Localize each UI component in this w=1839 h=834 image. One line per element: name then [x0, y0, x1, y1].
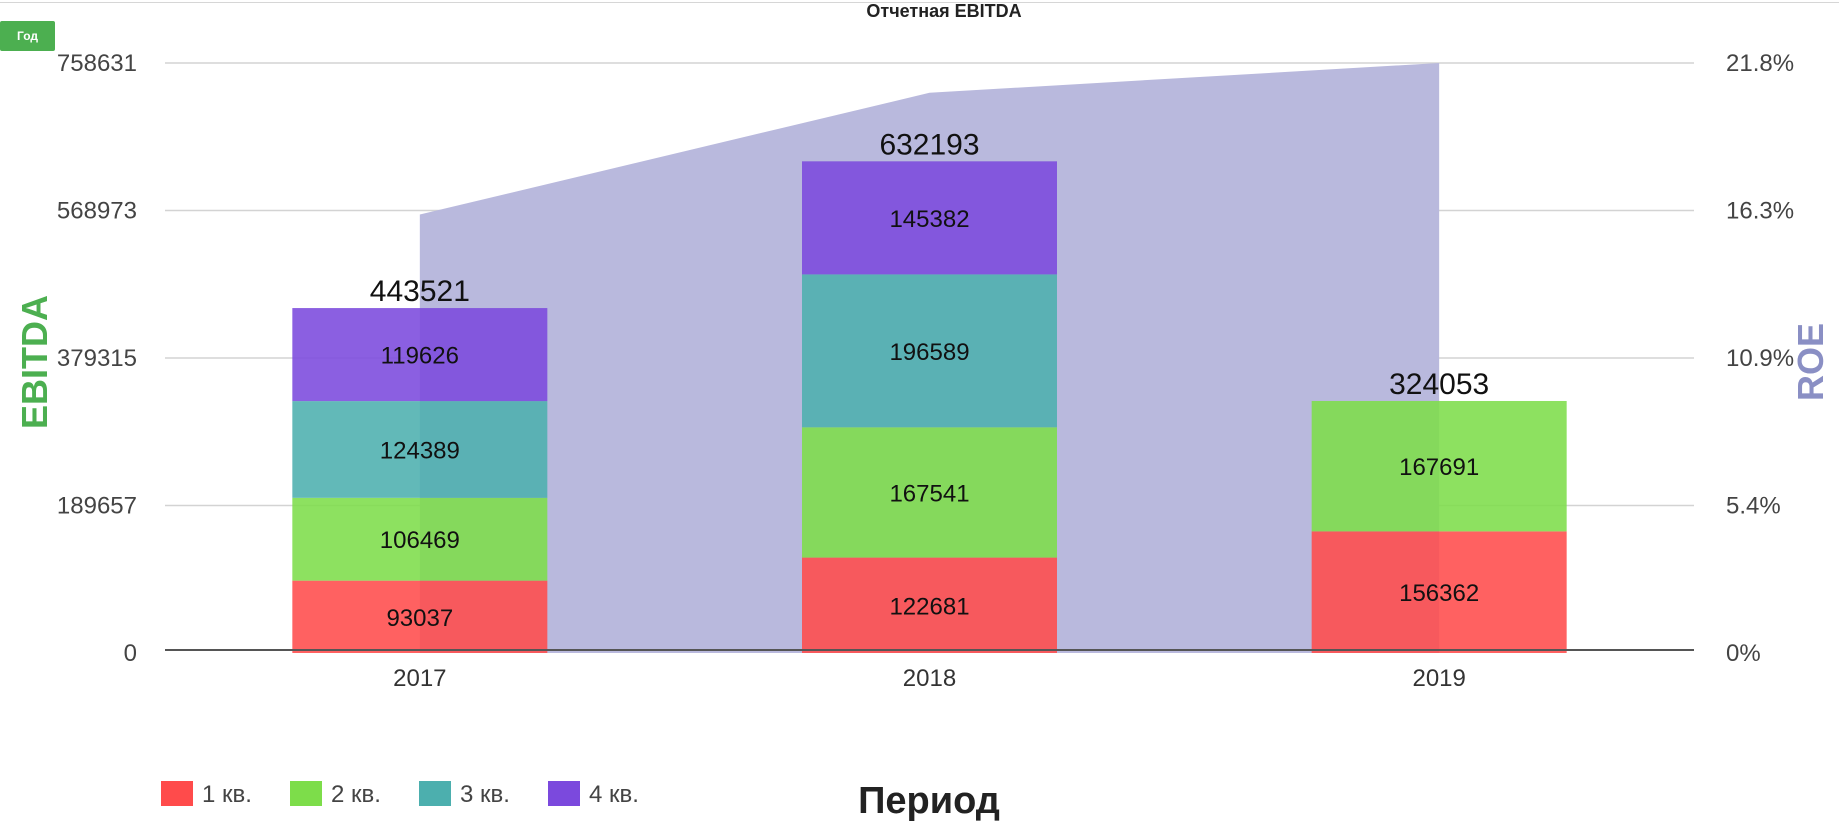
bar-value-label: 156362	[1399, 580, 1479, 607]
y-tick-label: 568973	[57, 198, 137, 225]
bar-segment	[802, 427, 1057, 558]
y2-tick-label: 0%	[1726, 640, 1761, 667]
x-tick-label: 2019	[1412, 665, 1465, 692]
y-tick-label: 379315	[57, 345, 137, 372]
bar-value-label: 167691	[1399, 454, 1479, 481]
bar-segment	[1311, 531, 1567, 653]
bars	[292, 161, 1567, 653]
bar-segment	[802, 161, 1057, 275]
bar-value-label: 122681	[889, 593, 969, 620]
bar-segment	[1311, 400, 1567, 532]
legend-label: 3 кв.	[460, 781, 510, 808]
bar-value-label: 119626	[381, 343, 459, 370]
y-tick-label: 189657	[57, 493, 137, 520]
bar-value-label: 124389	[380, 437, 460, 464]
legend-label: 4 кв.	[589, 781, 639, 808]
x-tick-label: 2017	[393, 665, 446, 692]
chart-title: Отчетная EBITDA	[866, 1, 1021, 21]
bar-value-label: 196589	[889, 339, 969, 366]
data-labels: 93037 106469 124389 119626 443521 122681 16754…	[370, 128, 1489, 631]
bar-value-label: 93037	[386, 605, 453, 632]
y2-axis-title: ROE	[1790, 323, 1831, 401]
x-axis-title: Период	[858, 780, 1000, 822]
bar-segment	[802, 557, 1057, 653]
legend: 1 кв. 2 кв. 3 кв. 4 кв.	[161, 781, 639, 808]
top-divider	[0, 2, 1839, 3]
y-axis-title: EBITDA	[14, 295, 55, 429]
bar-segment	[802, 274, 1057, 428]
y2-tick-label: 5.4%	[1726, 493, 1781, 520]
y2-tick-label: 10.9%	[1726, 345, 1794, 372]
bar-value-label: 167541	[889, 480, 969, 507]
legend-label: 2 кв.	[331, 781, 381, 808]
bar-total-label: 324053	[1389, 368, 1489, 401]
legend-label: 1 кв.	[202, 781, 252, 808]
legend-swatch	[161, 781, 193, 806]
bar-segment	[292, 497, 548, 581]
legend-swatch	[419, 781, 451, 806]
bar-segment	[292, 308, 548, 402]
bar-segment	[292, 580, 548, 653]
legend-swatch	[290, 781, 322, 806]
period-year-button[interactable]: Год	[0, 21, 55, 51]
y2-tick-label: 16.3%	[1726, 198, 1794, 225]
legend-swatch	[548, 781, 580, 806]
y2-tick-label: 21.8%	[1726, 50, 1794, 77]
bar-total-label: 443521	[370, 275, 470, 308]
y-tick-label: 0	[124, 640, 137, 667]
x-tick-label: 2018	[903, 665, 956, 692]
bar-value-label: 106469	[380, 527, 460, 554]
y-tick-label: 758631	[57, 50, 137, 77]
bar-total-label: 632193	[879, 128, 979, 161]
axes: 0 189657 379315 568973 758631 0% 5.4% 10.9% 16.3…	[57, 50, 1794, 692]
bar-value-label: 145382	[889, 206, 969, 233]
bar-segment	[292, 401, 548, 498]
